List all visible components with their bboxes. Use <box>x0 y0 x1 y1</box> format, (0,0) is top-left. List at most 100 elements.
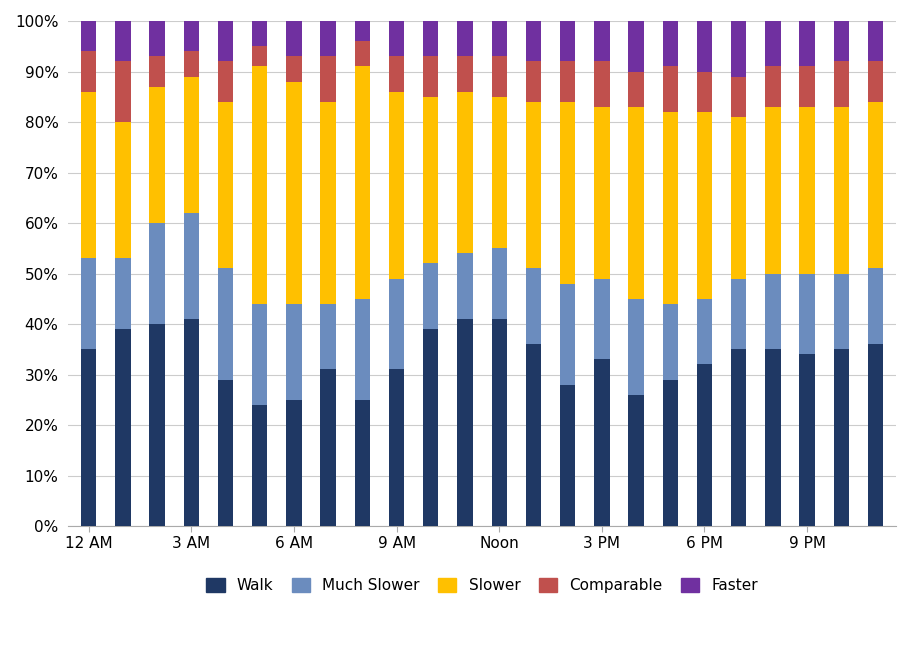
Bar <box>765 107 781 274</box>
Bar <box>629 71 644 107</box>
Bar <box>81 259 97 349</box>
Bar <box>765 21 781 67</box>
Bar <box>321 56 336 102</box>
Bar <box>286 82 302 304</box>
Bar <box>457 56 473 91</box>
Bar <box>184 21 200 52</box>
Bar <box>286 21 302 56</box>
Bar <box>799 67 814 107</box>
Bar <box>218 102 233 268</box>
Bar <box>354 21 370 41</box>
Bar <box>354 67 370 299</box>
Bar <box>389 91 404 279</box>
Bar <box>286 304 302 400</box>
Bar <box>560 102 576 283</box>
Bar <box>526 21 541 61</box>
Bar <box>321 370 336 526</box>
Bar <box>868 21 883 61</box>
Bar <box>492 21 507 56</box>
Bar <box>423 263 438 329</box>
Bar <box>765 274 781 349</box>
Bar <box>116 21 130 61</box>
Bar <box>423 97 438 263</box>
Bar <box>697 112 712 299</box>
Bar <box>629 394 644 526</box>
Bar <box>731 21 746 76</box>
Bar <box>799 107 814 274</box>
Bar <box>697 71 712 112</box>
Bar <box>81 52 97 91</box>
Bar <box>116 61 130 122</box>
Bar <box>662 21 678 67</box>
Bar <box>492 56 507 97</box>
Bar <box>697 299 712 364</box>
Bar <box>526 102 541 268</box>
Bar <box>560 385 576 526</box>
Bar <box>629 107 644 299</box>
Bar <box>697 364 712 526</box>
Bar <box>594 21 609 61</box>
Bar <box>354 400 370 526</box>
Bar <box>218 379 233 526</box>
Bar <box>799 21 814 67</box>
Bar <box>252 21 268 46</box>
Bar <box>526 268 541 344</box>
Bar <box>389 370 404 526</box>
Bar <box>662 112 678 304</box>
Bar <box>81 21 97 52</box>
Bar <box>731 279 746 349</box>
Bar <box>834 21 849 61</box>
Bar <box>286 56 302 82</box>
Bar <box>149 324 165 526</box>
Bar <box>594 61 609 107</box>
Bar <box>662 67 678 112</box>
Bar <box>868 268 883 344</box>
Bar <box>116 259 130 329</box>
Bar <box>594 359 609 526</box>
Bar <box>457 21 473 56</box>
Bar <box>149 223 165 324</box>
Bar <box>321 102 336 304</box>
Bar <box>81 349 97 526</box>
Bar <box>218 61 233 102</box>
Bar <box>354 41 370 67</box>
Bar <box>492 319 507 526</box>
Bar <box>834 274 849 349</box>
Bar <box>662 304 678 379</box>
Bar <box>423 329 438 526</box>
Bar <box>765 349 781 526</box>
Bar <box>868 61 883 102</box>
Bar <box>765 67 781 107</box>
Bar <box>492 248 507 319</box>
Bar <box>218 268 233 379</box>
Bar <box>218 21 233 61</box>
Bar <box>731 117 746 279</box>
Bar <box>731 349 746 526</box>
Bar <box>834 107 849 274</box>
Bar <box>697 21 712 71</box>
Bar <box>594 279 609 359</box>
Bar <box>457 253 473 319</box>
Bar <box>560 21 576 61</box>
Bar <box>526 344 541 526</box>
Bar <box>389 21 404 56</box>
Bar <box>149 56 165 87</box>
Bar <box>184 76 200 213</box>
Bar <box>149 21 165 56</box>
Bar <box>321 21 336 56</box>
Bar <box>526 61 541 102</box>
Bar <box>321 304 336 370</box>
Bar <box>629 21 644 71</box>
Bar <box>149 87 165 223</box>
Bar <box>81 91 97 259</box>
Bar <box>184 319 200 526</box>
Bar <box>662 379 678 526</box>
Bar <box>354 299 370 400</box>
Legend: Walk, Much Slower, Slower, Comparable, Faster: Walk, Much Slower, Slower, Comparable, F… <box>200 572 764 599</box>
Bar <box>252 405 268 526</box>
Bar <box>560 283 576 385</box>
Bar <box>389 56 404 91</box>
Bar <box>834 61 849 107</box>
Bar <box>457 91 473 253</box>
Bar <box>868 344 883 526</box>
